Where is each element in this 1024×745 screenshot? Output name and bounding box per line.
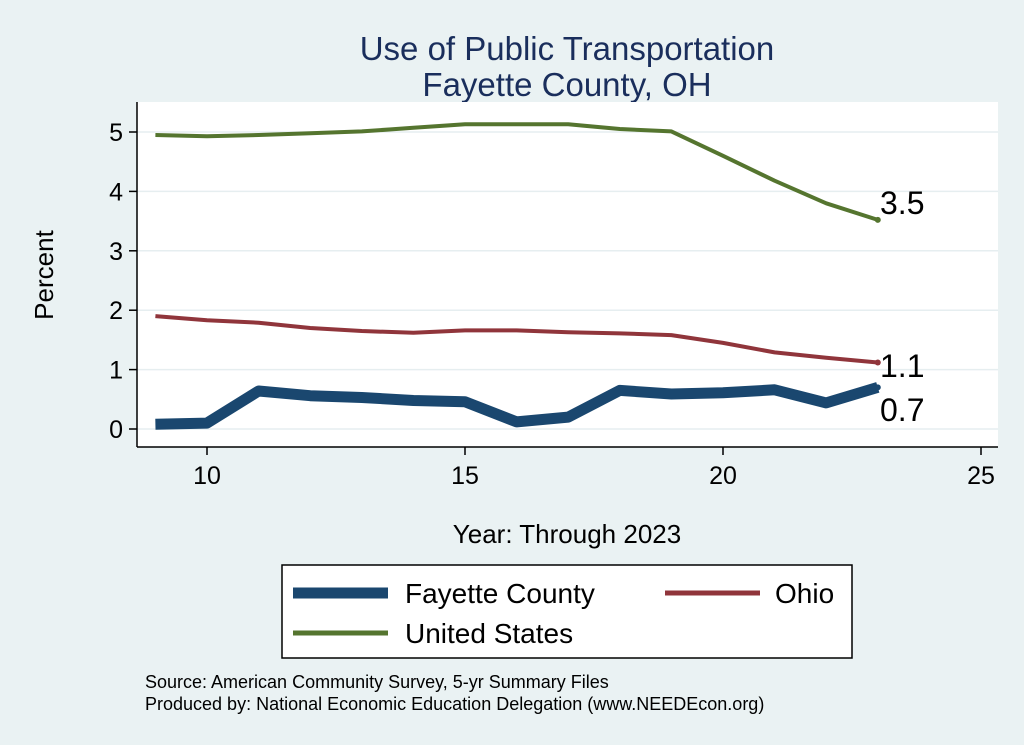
y-tick-label: 3 bbox=[109, 238, 123, 266]
x-tick-label: 25 bbox=[967, 462, 995, 490]
source-note: Source: American Community Survey, 5-yr … bbox=[145, 672, 609, 692]
y-tick-label: 5 bbox=[109, 119, 123, 147]
end-labels: 0.7 1.1 3.5 bbox=[874, 185, 924, 428]
end-point bbox=[874, 384, 881, 391]
series-line-fayette-county bbox=[155, 382, 880, 430]
x-tick-label: 15 bbox=[451, 462, 479, 490]
legend-label: United States bbox=[405, 618, 573, 649]
chart-title: Use of Public Transportation bbox=[360, 30, 775, 67]
series-lines bbox=[155, 122, 880, 430]
produced-note: Produced by: National Economic Education… bbox=[145, 694, 764, 714]
legend-label: Fayette County bbox=[405, 578, 595, 609]
y-tick-label: 4 bbox=[109, 178, 123, 206]
gridlines bbox=[137, 131, 998, 430]
y-axis-label: Percent bbox=[29, 229, 59, 319]
series-line-ohio bbox=[155, 314, 878, 365]
y-tick-label: 0 bbox=[109, 416, 123, 444]
x-axis-label: Year: Through 2023 bbox=[453, 519, 681, 549]
legend-box bbox=[281, 564, 853, 659]
series-line-united-states bbox=[155, 122, 879, 222]
end-label-united-states: 3.5 bbox=[880, 185, 924, 221]
end-label-ohio: 1.1 bbox=[880, 348, 924, 384]
axes bbox=[136, 102, 998, 448]
x-axis-ticks: 10 15 20 25 bbox=[193, 447, 995, 490]
chart-subtitle: Fayette County, OH bbox=[422, 66, 711, 103]
end-point bbox=[874, 359, 881, 366]
end-label-fayette-county: 0.7 bbox=[880, 392, 924, 428]
legend: Fayette County Ohio United States bbox=[293, 578, 834, 649]
x-tick-label: 10 bbox=[193, 462, 221, 490]
legend-label: Ohio bbox=[775, 578, 834, 609]
x-tick-label: 20 bbox=[709, 462, 737, 490]
y-tick-label: 1 bbox=[109, 357, 123, 385]
y-tick-label: 2 bbox=[109, 297, 123, 325]
y-axis-ticks: 0 1 2 3 4 5 bbox=[109, 119, 137, 444]
end-point bbox=[874, 216, 881, 223]
